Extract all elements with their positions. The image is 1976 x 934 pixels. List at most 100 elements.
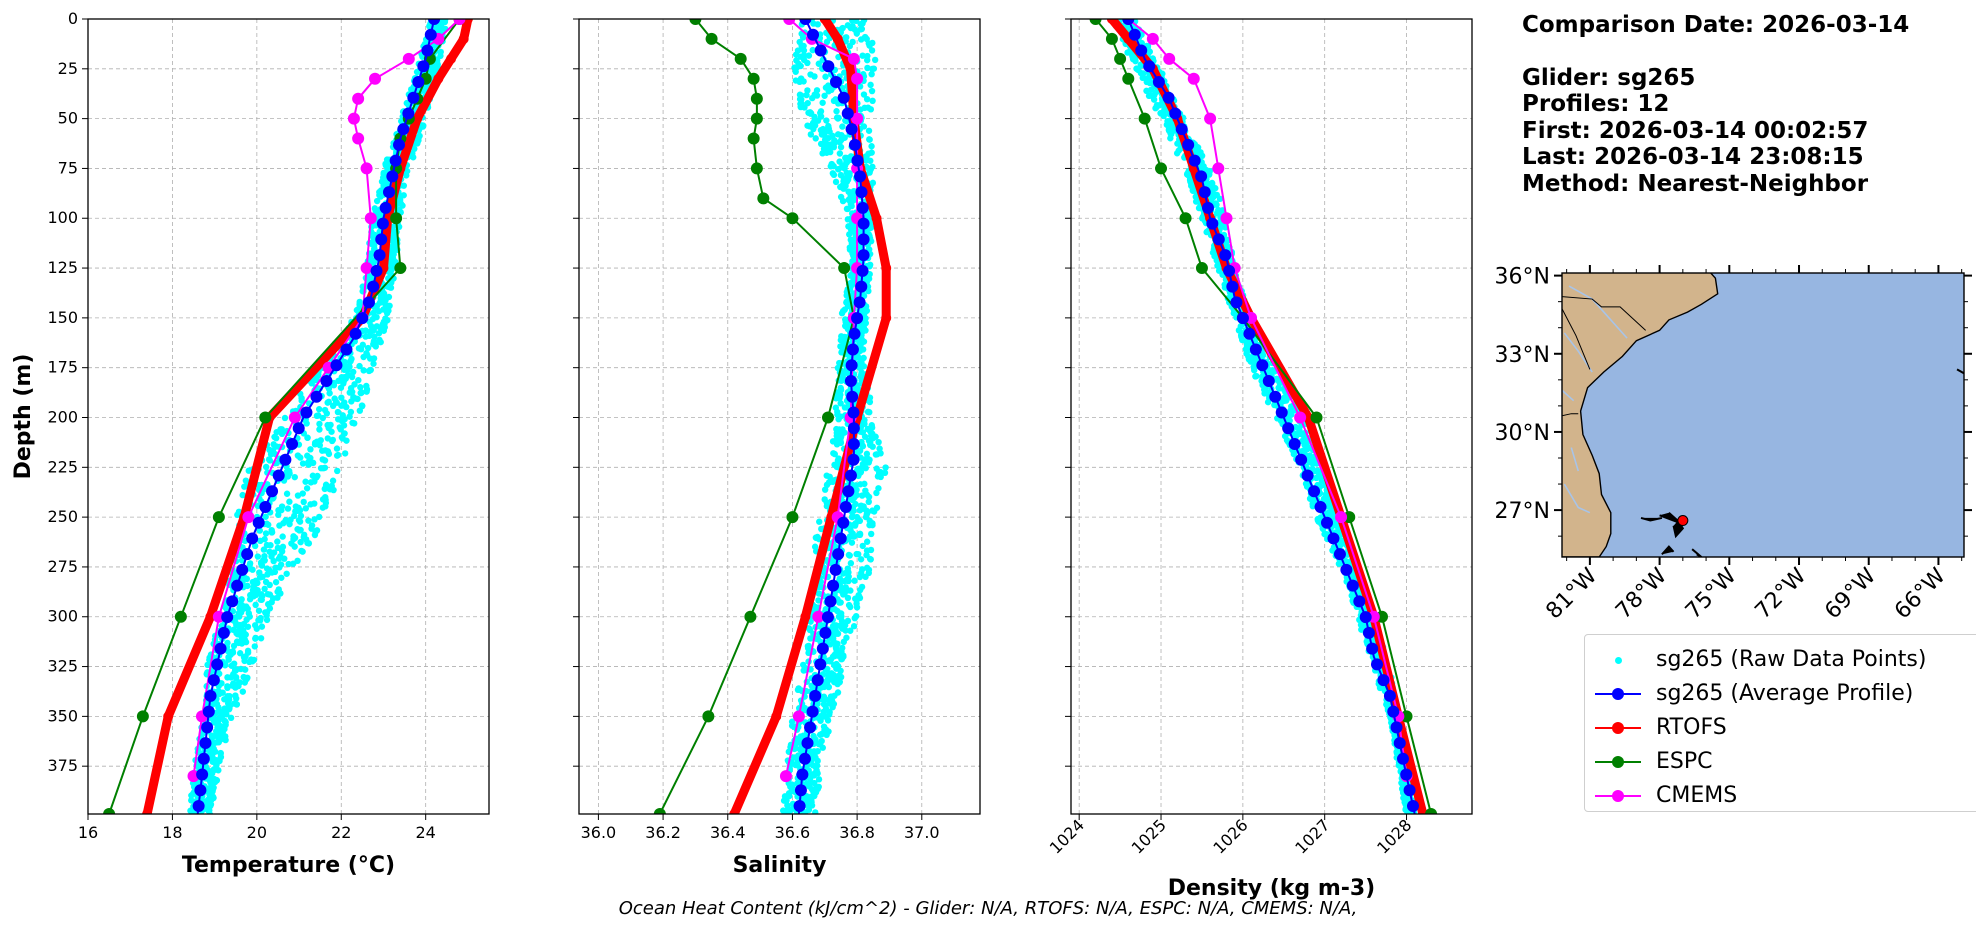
raw-data-point xyxy=(208,770,216,777)
legend: sg265 (Raw Data Points) sg265 (Average P… xyxy=(1584,634,1976,812)
data-point-rtofs xyxy=(1303,412,1314,423)
data-point-glider xyxy=(207,674,220,687)
data-point-glider xyxy=(804,721,817,734)
x-tick-label: 36.4 xyxy=(710,823,746,842)
data-point-glider xyxy=(824,595,837,608)
raw-data-point xyxy=(1132,57,1139,65)
raw-data-point xyxy=(311,531,319,539)
legend-marker-espc xyxy=(1612,756,1624,768)
data-point-glider xyxy=(847,453,860,466)
x-tick-label: 22 xyxy=(331,823,351,842)
grid-lines xyxy=(87,18,489,814)
raw-data-point xyxy=(281,414,289,422)
data-point-espc xyxy=(1138,112,1151,125)
raw-data-point xyxy=(235,639,242,647)
raw-data-point xyxy=(851,577,858,584)
raw-data-point xyxy=(828,670,835,677)
raw-data-point xyxy=(864,56,871,64)
raw-data-point xyxy=(1252,373,1259,380)
data-point-espc xyxy=(1425,808,1438,814)
data-point-cmems xyxy=(352,132,365,145)
raw-data-point xyxy=(246,560,254,567)
raw-data-point xyxy=(316,426,323,433)
legend-marker-cmems xyxy=(1612,790,1624,802)
data-point-cmems xyxy=(851,72,864,85)
data-point-glider xyxy=(1198,186,1211,199)
data-point-espc xyxy=(1155,162,1168,175)
raw-data-point xyxy=(315,406,323,413)
raw-data-point xyxy=(821,92,828,99)
raw-data-point xyxy=(325,450,333,458)
raw-data-point xyxy=(348,388,356,396)
data-point-cmems xyxy=(352,92,365,105)
data-point-glider xyxy=(851,312,864,325)
raw-data-point xyxy=(862,573,869,581)
raw-data-point xyxy=(1173,150,1181,157)
raw-data-point xyxy=(1290,450,1298,458)
data-point-glider xyxy=(819,626,832,639)
raw-data-point xyxy=(272,578,280,586)
data-point-cmems xyxy=(792,710,805,723)
data-point-glider xyxy=(842,485,855,498)
raw-data-point xyxy=(815,597,822,604)
data-point-glider xyxy=(832,548,845,561)
data-point-glider xyxy=(799,19,812,25)
map-border xyxy=(1562,296,1646,331)
data-point-glider xyxy=(1387,705,1400,718)
data-point-glider xyxy=(1219,249,1232,262)
raw-data-point xyxy=(260,546,268,553)
series-glider xyxy=(192,19,441,814)
data-point-glider xyxy=(393,138,406,151)
data-point-rtofs xyxy=(446,53,457,64)
raw-data-point xyxy=(866,555,874,563)
raw-data-point xyxy=(342,375,349,382)
data-point-glider xyxy=(320,375,333,388)
raw-data-point xyxy=(329,477,337,484)
raw-data-point xyxy=(830,450,837,457)
first-profile-time: First: 2026-03-14 00:02:57 xyxy=(1522,117,1869,144)
raw-data-point xyxy=(266,581,273,589)
raw-data-point xyxy=(836,138,843,146)
data-point-rtofs xyxy=(433,73,444,84)
last-profile-time: Last: 2026-03-14 23:08:15 xyxy=(1522,144,1864,170)
raw-data-point xyxy=(800,667,807,674)
raw-data-point xyxy=(835,166,842,173)
raw-data-point xyxy=(275,511,282,519)
raw-data-point xyxy=(251,643,258,650)
raw-data-point xyxy=(870,65,878,72)
data-point-glider xyxy=(199,737,212,750)
raw-data-point xyxy=(297,526,304,534)
data-point-glider xyxy=(848,327,861,340)
raw-data-point xyxy=(856,507,864,514)
data-point-glider xyxy=(1169,107,1182,120)
raw-data-point xyxy=(360,367,367,374)
raw-data-point xyxy=(324,399,331,406)
y-tick-label: 225 xyxy=(47,457,78,476)
raw-data-point xyxy=(868,87,876,95)
raw-data-point xyxy=(799,34,807,41)
raw-data-point xyxy=(838,613,845,620)
raw-data-point xyxy=(793,739,801,747)
raw-data-points xyxy=(780,19,889,814)
data-point-glider xyxy=(814,658,827,671)
raw-data-point xyxy=(828,634,836,641)
location-map: 36°N33°N30°N27°N81°W 78°W 75°W 72°W 69°W 66°W xyxy=(1495,265,1972,624)
data-point-espc xyxy=(212,511,225,524)
raw-data-point xyxy=(809,94,816,102)
raw-data-point xyxy=(340,402,347,409)
raw-data-point xyxy=(307,446,314,453)
data-point-espc xyxy=(136,710,149,723)
raw-data-point xyxy=(872,433,879,440)
raw-data-point xyxy=(1239,336,1246,344)
map-lat-label: 36°N xyxy=(1495,265,1550,290)
raw-data-point xyxy=(868,70,875,78)
data-point-cmems xyxy=(402,52,415,65)
raw-data-point xyxy=(337,384,345,391)
data-point-glider xyxy=(807,28,820,41)
data-point-glider xyxy=(389,154,402,167)
x-tick-label: 18 xyxy=(162,823,182,842)
raw-data-point xyxy=(299,490,306,497)
raw-data-point xyxy=(370,360,377,367)
raw-data-point xyxy=(850,533,858,540)
raw-data-point xyxy=(224,684,231,692)
